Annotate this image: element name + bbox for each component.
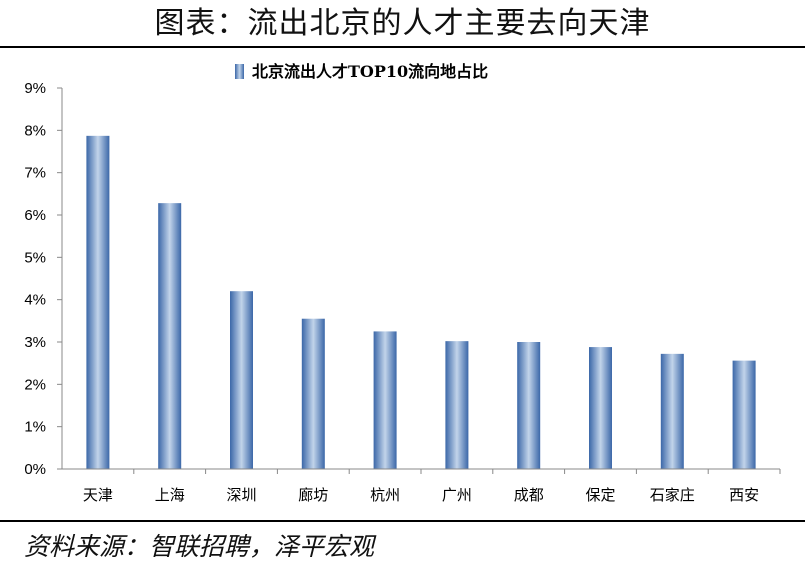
y-tick-label: 5% [24,249,46,266]
x-tick-label: 石家庄 [650,486,695,504]
x-tick-label: 成都 [514,486,544,504]
bar [373,331,397,469]
bar [301,318,325,469]
bar [445,341,469,469]
x-axis: 天津 上海 深圳 廊坊 杭州 广州 成都 保定 石家庄 西安 [62,468,781,504]
x-tick-label: 西安 [729,486,759,504]
bar [158,203,182,469]
y-tick-label: 9% [24,80,46,97]
y-tick-label: 0% [24,461,46,478]
source-note: 资料来源：智联招聘，泽平宏观 [24,532,375,561]
y-tick-label: 8% [24,122,46,139]
x-tick-label: 保定 [585,486,615,504]
bar [660,353,684,469]
bar [230,291,253,469]
x-tick-label: 广州 [442,486,472,504]
y-tick-label: 1% [24,419,46,436]
y-tick-label: 2% [24,376,46,393]
title-rule [0,46,805,48]
y-tick-label: 4% [24,292,46,309]
page-title: 图表：流出北京的人才主要去向天津 [154,6,651,41]
x-tick-label: 上海 [155,486,185,504]
bar [517,342,541,469]
source-rule [0,520,805,522]
chart-legend: 北京流出人才TOP10流向地占比 [235,62,488,81]
legend-label: 北京流出人才TOP10流向地占比 [252,62,488,81]
bar-chart: 北京流出人才TOP10流向地占比 0% 1% 2% 3% 4% 5% 6% 7% 8% 9% 天津… [24,62,781,504]
x-tick-label: 天津 [83,486,113,504]
bar [732,360,756,469]
x-tick-label: 廊坊 [298,486,328,504]
y-tick-label: 6% [24,207,46,224]
x-tick-label: 深圳 [226,486,256,504]
legend-swatch [235,64,244,79]
bars [86,135,756,469]
bar [86,135,110,469]
y-tick-label: 3% [24,334,46,351]
y-tick-label: 7% [24,165,46,182]
y-axis: 0% 1% 2% 3% 4% 5% 6% 7% 8% 9% [24,80,63,478]
bar [589,347,612,469]
x-tick-label: 杭州 [370,486,400,504]
